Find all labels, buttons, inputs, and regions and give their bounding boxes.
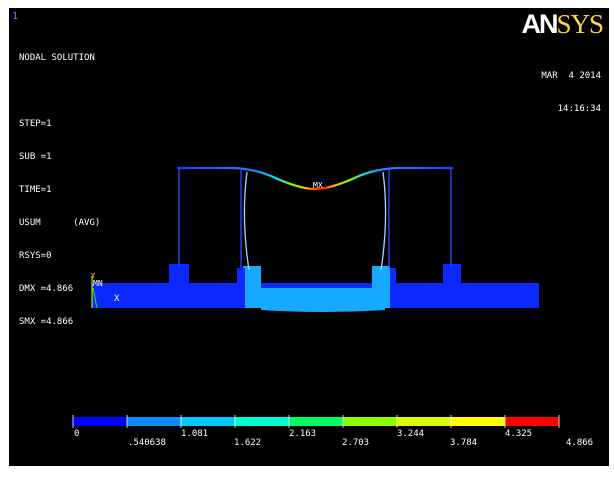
pedestal-3 bbox=[372, 266, 390, 308]
solution-info-panel: NODAL SOLUTION STEP=1 SUB =1 TIME=1 USUM… bbox=[19, 31, 100, 350]
boundary-marker-2 bbox=[92, 287, 98, 309]
graphics-viewport[interactable]: 1 NODAL SOLUTION STEP=1 SUB =1 TIME=1 US… bbox=[9, 8, 609, 466]
info-line-sub: SUB =1 bbox=[19, 152, 52, 162]
legend-swatch bbox=[451, 417, 505, 426]
info-line-smx: SMX =4.866 bbox=[19, 317, 74, 327]
legend-label-lower: .540638 bbox=[128, 438, 166, 448]
axis-x-label: X bbox=[114, 294, 120, 304]
legend-label-lower: 2.703 bbox=[342, 438, 370, 448]
legend-swatch bbox=[73, 417, 127, 426]
pedestal-2-left bbox=[237, 268, 245, 308]
legend-swatch bbox=[289, 417, 343, 426]
logo-sys: SYS bbox=[556, 9, 604, 39]
legend-label-lower: 1.622 bbox=[234, 438, 262, 448]
ansys-logo: ANSYS bbox=[521, 9, 604, 39]
legend-swatch bbox=[397, 417, 451, 426]
center-sag bbox=[261, 308, 385, 312]
pedestal-2 bbox=[243, 266, 261, 308]
legend-swatch bbox=[127, 417, 181, 426]
timestamp: MAR 4 2014 14:16:34 bbox=[541, 49, 601, 137]
legend-swatch bbox=[343, 417, 397, 426]
max-marker: MX bbox=[313, 181, 323, 190]
window-number: 1 bbox=[12, 11, 19, 22]
contour-legend-bar bbox=[73, 417, 559, 426]
legend-label-lower: 4.866 bbox=[566, 438, 594, 448]
top-chord-contour bbox=[177, 166, 453, 191]
center-region bbox=[245, 288, 385, 308]
pedestal-3-right bbox=[390, 268, 396, 308]
date-line: MAR 4 2014 bbox=[541, 71, 601, 81]
info-line-title: NODAL SOLUTION bbox=[19, 53, 95, 63]
info-line-step: STEP=1 bbox=[19, 119, 52, 129]
frame-line-4 bbox=[380, 171, 387, 271]
legend-swatch bbox=[235, 417, 289, 426]
logo-an: AN bbox=[521, 9, 558, 39]
legend-label-upper: 2.163 bbox=[289, 429, 317, 439]
legend-ticks bbox=[72, 415, 560, 428]
legend-swatch bbox=[181, 417, 235, 426]
legend-label-upper: 0 bbox=[74, 429, 80, 439]
pedestal-1 bbox=[169, 264, 189, 284]
fe-model-plot: MX MN Y X bbox=[72, 166, 560, 428]
frame-line-3 bbox=[243, 171, 250, 271]
legend-swatch bbox=[505, 417, 559, 426]
legend-label-upper: 4.325 bbox=[505, 429, 533, 439]
pedestal-4 bbox=[443, 264, 461, 284]
info-line-time: TIME=1 bbox=[19, 185, 52, 195]
legend-label-lower: 3.784 bbox=[450, 438, 478, 448]
axis-y-label: Y bbox=[91, 272, 96, 280]
legend-label-upper: 3.244 bbox=[397, 429, 425, 439]
info-line-dmx: DMX =4.866 bbox=[19, 284, 74, 294]
min-marker: MN bbox=[93, 279, 103, 288]
time-line: 14:16:34 bbox=[557, 104, 601, 114]
legend-label-upper: 1.081 bbox=[181, 429, 209, 439]
info-line-usum: USUM (AVG) bbox=[19, 218, 101, 228]
info-line-rsys: RSYS=0 bbox=[19, 251, 52, 261]
